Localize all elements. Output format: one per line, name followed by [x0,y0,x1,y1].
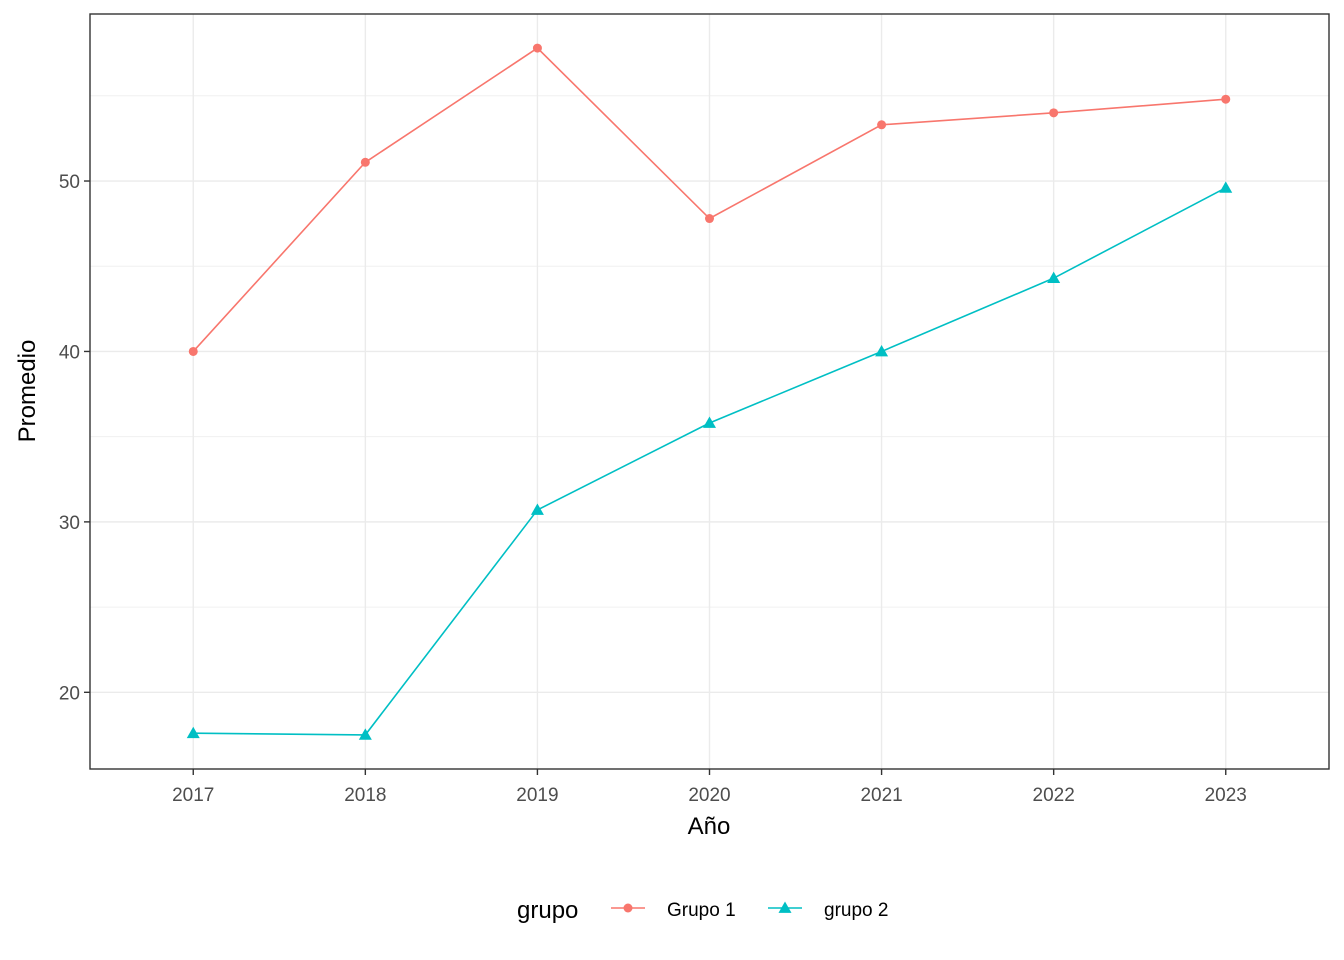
legend-key-marker [778,901,792,913]
series-layer [186,43,1233,740]
legend-label-series-1: Grupo 1 [667,900,736,921]
legend-key-marker [623,903,633,913]
series-2-point [186,726,200,739]
x-axis-title: Año [688,813,731,840]
y-tick-label: 20 [59,683,80,704]
x-tick-label: 2023 [1205,785,1247,806]
y-axis-title: Promedio [14,340,41,443]
series-2 [186,181,1233,740]
x-tick-label: 2017 [172,785,214,806]
x-tick-label: 2019 [516,785,558,806]
series-1-point [1049,108,1059,118]
legend-title: grupo [517,897,578,924]
series-2-point [358,728,372,740]
series-1-point [532,43,542,53]
series-1-point [705,214,714,224]
x-tick-label: 2018 [344,785,386,806]
series-2-point [875,344,889,357]
axis-tick-labels: 20 30 40 50 2017 2018 2019 2020 2021 2022 2023 [59,172,1247,806]
series-1-point [877,120,887,130]
series-1-point [360,157,370,167]
x-tick-label: 2022 [1033,785,1075,806]
legend-keys [611,901,802,913]
series-1-point [1221,94,1231,104]
y-tick-label: 40 [59,342,80,363]
series-1 [188,43,1231,356]
y-tick-label: 50 [59,172,80,193]
x-tick-label: 2020 [688,785,730,806]
series-2-point [1047,271,1061,284]
series-2-point [703,416,716,428]
y-tick-label: 30 [59,513,80,534]
major-gridlines [90,14,1329,769]
legend: grupo Grupo 1 grupo 2 [517,897,888,924]
legend-label-series-2: grupo 2 [824,900,888,921]
series-1-point [188,346,198,356]
series-2-point [1219,181,1233,193]
axis-ticks [84,180,1227,775]
series-2-point [530,503,544,515]
x-tick-label: 2021 [860,785,902,806]
